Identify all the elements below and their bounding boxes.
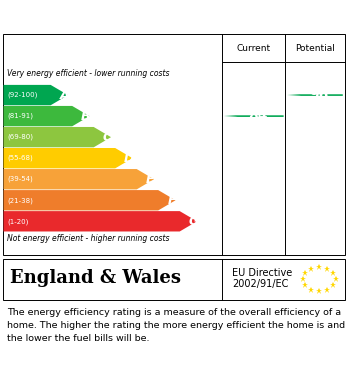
Text: E: E — [146, 173, 155, 186]
Text: D: D — [124, 152, 134, 165]
Text: (39-54): (39-54) — [8, 176, 33, 183]
Text: 84: 84 — [248, 109, 268, 123]
Text: (1-20): (1-20) — [8, 218, 29, 224]
Text: Current: Current — [237, 44, 271, 53]
Text: (81-91): (81-91) — [8, 113, 34, 119]
Polygon shape — [224, 115, 284, 117]
Polygon shape — [3, 190, 175, 210]
Polygon shape — [3, 169, 154, 189]
Text: Not energy efficient - higher running costs: Not energy efficient - higher running co… — [7, 234, 169, 244]
Text: EU Directive
2002/91/EC: EU Directive 2002/91/EC — [232, 268, 293, 289]
Polygon shape — [3, 211, 197, 231]
Text: England & Wales: England & Wales — [10, 269, 181, 287]
Text: Very energy efficient - lower running costs: Very energy efficient - lower running co… — [7, 69, 169, 78]
Polygon shape — [3, 106, 89, 126]
Text: C: C — [103, 131, 112, 143]
Text: F: F — [167, 194, 176, 207]
Text: Potential: Potential — [295, 44, 335, 53]
Text: 96: 96 — [309, 88, 329, 102]
Text: (69-80): (69-80) — [8, 134, 34, 140]
Text: The energy efficiency rating is a measure of the overall efficiency of a home. T: The energy efficiency rating is a measur… — [7, 308, 345, 343]
Polygon shape — [287, 94, 343, 96]
Text: Energy Efficiency Rating: Energy Efficiency Rating — [10, 9, 220, 23]
Text: (21-38): (21-38) — [8, 197, 33, 203]
Text: B: B — [81, 109, 90, 123]
Text: (92-100): (92-100) — [8, 92, 38, 98]
Text: G: G — [188, 215, 198, 228]
Polygon shape — [3, 127, 111, 147]
Text: (55-68): (55-68) — [8, 155, 33, 161]
Text: A: A — [60, 89, 69, 102]
Polygon shape — [3, 85, 68, 105]
Polygon shape — [3, 148, 133, 169]
